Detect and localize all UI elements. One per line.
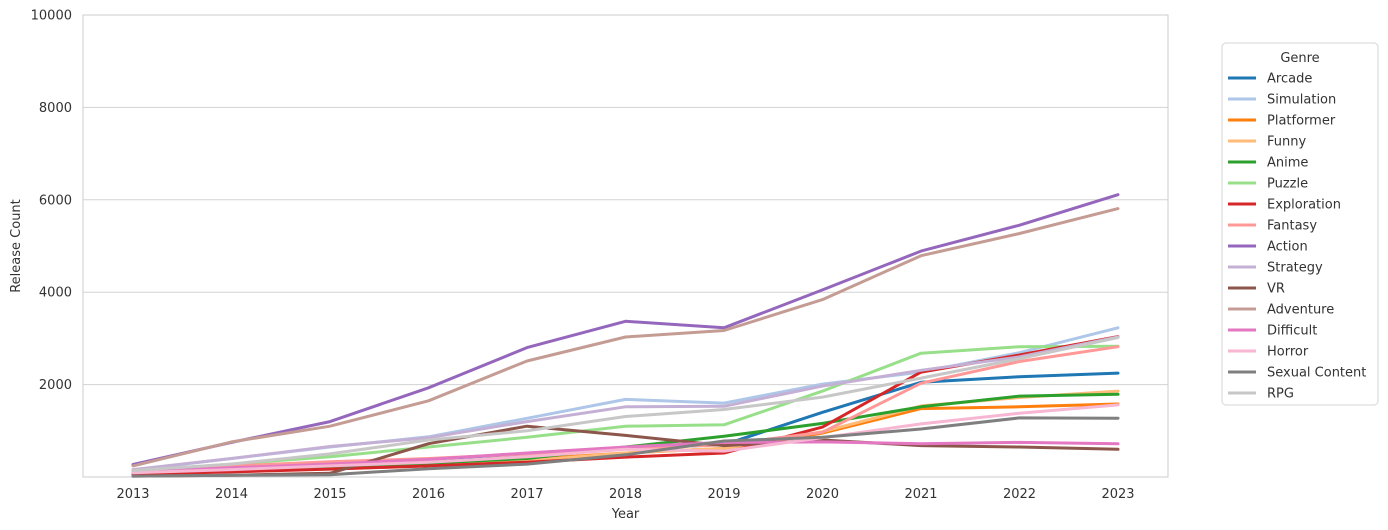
legend-label: Puzzle <box>1267 177 1308 192</box>
y-axis-title: Release Count <box>9 199 24 293</box>
y-axis-ticks: 2000 4000 6000 8000 10000 <box>31 9 72 394</box>
x-tick-label: 2019 <box>707 487 740 502</box>
legend-label: Difficult <box>1267 324 1317 339</box>
gridlines <box>83 14 1168 386</box>
x-tick-label: 2022 <box>1003 487 1036 502</box>
legend: Genre Arcade Simulation Platformer Funny Ani… <box>1221 42 1379 406</box>
y-tick-label: 10000 <box>31 9 72 24</box>
x-tick-label: 2013 <box>116 487 149 502</box>
series-line-horror <box>131 403 1120 475</box>
legend-label: Simulation <box>1267 93 1336 108</box>
x-axis-title: Year <box>611 507 640 522</box>
x-tick-label: 2017 <box>510 487 543 502</box>
series-lines <box>131 193 1120 478</box>
x-tick-label: 2018 <box>609 487 642 502</box>
x-tick-label: 2016 <box>412 487 445 502</box>
legend-label: Funny <box>1267 135 1306 150</box>
legend-label: Strategy <box>1267 261 1323 276</box>
legend-label: Sexual Content <box>1267 366 1366 381</box>
x-tick-label: 2014 <box>215 487 248 502</box>
legend-label: VR <box>1267 282 1285 297</box>
x-tick-label: 2021 <box>904 487 937 502</box>
x-tick-label: 2020 <box>806 487 839 502</box>
y-tick-label: 8000 <box>39 101 72 116</box>
legend-label: Anime <box>1267 156 1308 171</box>
legend-title: Genre <box>1280 51 1319 66</box>
x-tick-label: 2023 <box>1101 487 1134 502</box>
legend-label: Horror <box>1267 345 1309 360</box>
legend-label: Adventure <box>1267 303 1334 318</box>
series-line-puzzle <box>131 344 1120 473</box>
series-line-sexual-content <box>131 416 1120 478</box>
y-tick-label: 6000 <box>39 193 72 208</box>
series-line-difficult <box>131 440 1120 474</box>
series-line-action <box>131 193 1120 466</box>
x-tick-label: 2015 <box>313 487 346 502</box>
legend-label: Platformer <box>1267 114 1336 129</box>
plot-frame <box>82 14 1169 478</box>
legend-label: Exploration <box>1267 198 1341 213</box>
legend-items: Arcade Simulation Platformer Funny Anime Puzz… <box>1228 72 1366 402</box>
legend-label: Action <box>1267 240 1308 255</box>
series-line-adventure <box>131 207 1120 468</box>
legend-box <box>1221 42 1379 406</box>
series-line-strategy <box>131 335 1120 472</box>
legend-label: RPG <box>1267 387 1294 402</box>
series-line-rpg <box>131 336 1120 472</box>
y-tick-label: 2000 <box>39 378 72 393</box>
y-tick-label: 4000 <box>39 286 72 301</box>
x-axis-ticks: 2013 2014 2015 2016 2017 2018 2019 2020 2021 2022… <box>116 487 1134 502</box>
legend-label: Fantasy <box>1267 219 1317 234</box>
legend-label: Arcade <box>1267 72 1312 87</box>
